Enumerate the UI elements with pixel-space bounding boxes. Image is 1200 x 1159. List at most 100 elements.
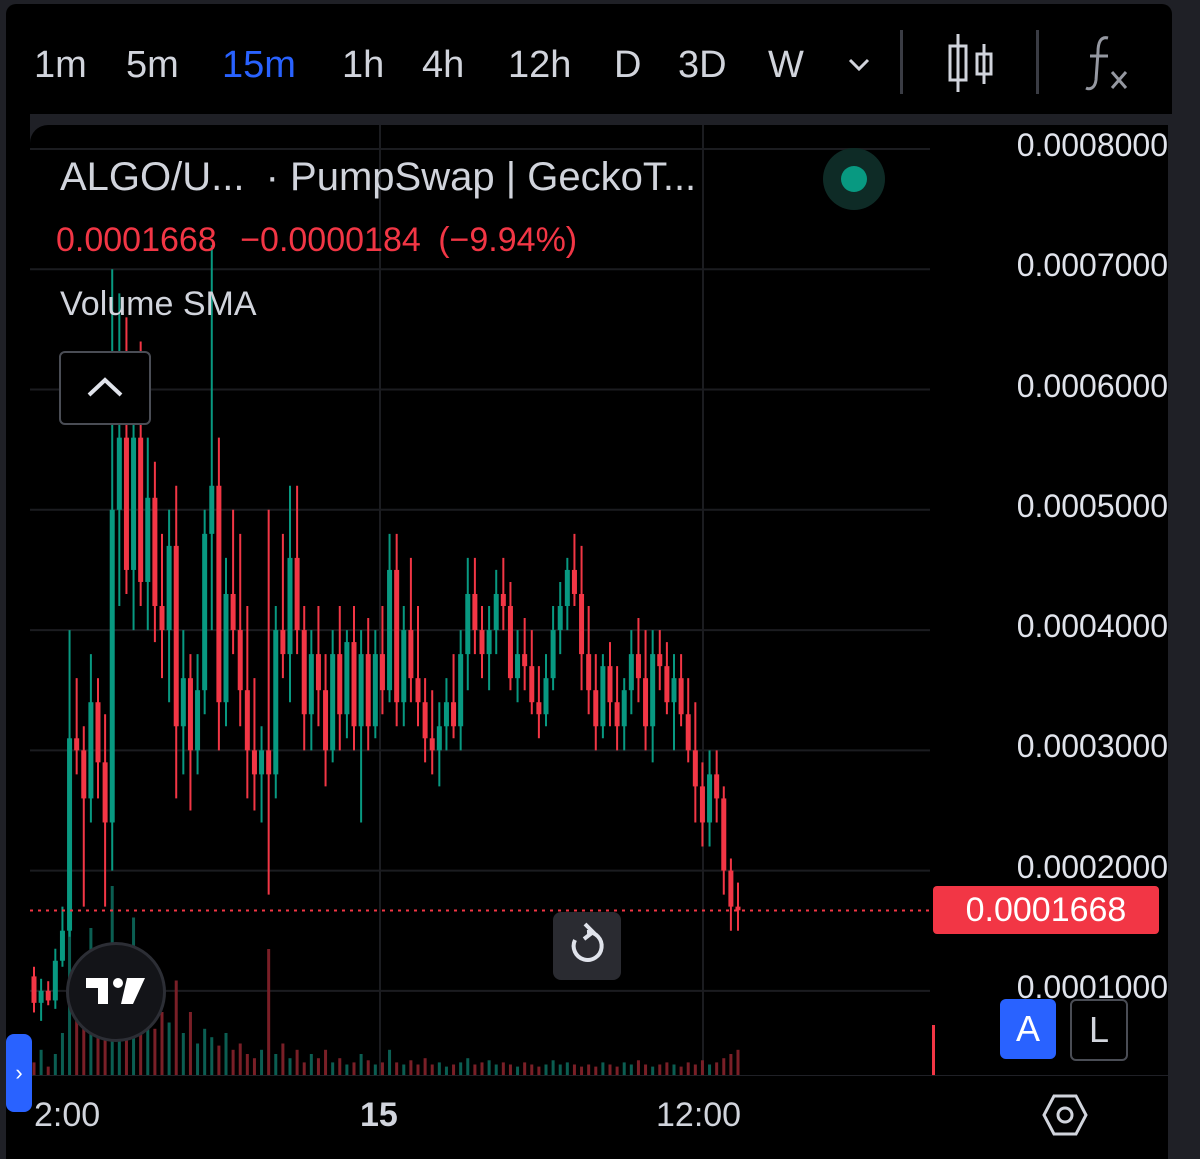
volume-bar xyxy=(729,1054,733,1075)
volume-bar xyxy=(295,1049,299,1075)
timeframe-15m[interactable]: 15m xyxy=(222,44,296,86)
chart-pane[interactable]: 0.0008000 0.0007000 0.0006000 0.0005000 0.00… xyxy=(30,125,1168,1075)
volume-bar xyxy=(516,1066,520,1075)
candle-body xyxy=(273,630,279,775)
left-edge xyxy=(6,114,30,1159)
reset-icon xyxy=(571,922,604,962)
volume-bar xyxy=(302,1062,306,1075)
timeframe-1m[interactable]: 1m xyxy=(34,44,87,86)
timeframe-1h[interactable]: 1h xyxy=(342,44,385,86)
volume-bar xyxy=(444,1066,448,1075)
timeframe-4h[interactable]: 4h xyxy=(422,44,465,86)
expand-sidebar-chevron-icon[interactable]: › xyxy=(6,1034,32,1112)
candle-body xyxy=(230,593,236,631)
volume-bar xyxy=(629,1064,633,1075)
timeframe-3D[interactable]: 3D xyxy=(678,44,727,86)
volume-bar xyxy=(551,1060,555,1075)
collapse-legend-button[interactable] xyxy=(59,351,151,425)
volume-bar xyxy=(722,1058,726,1075)
timeframe-D[interactable]: D xyxy=(614,44,642,86)
candle-body xyxy=(251,750,257,775)
volume-bar xyxy=(409,1060,413,1075)
volume-bar xyxy=(281,1043,285,1075)
volume-bar xyxy=(736,1049,740,1075)
candle-body xyxy=(38,990,44,1003)
price-chart[interactable] xyxy=(30,125,1168,1075)
volume-bar xyxy=(587,1064,591,1075)
volume-bar xyxy=(224,1033,228,1075)
timeframe-5m[interactable]: 5m xyxy=(126,44,179,86)
price-change-percent: (−9.94%) xyxy=(438,221,578,259)
more-timeframes-chevron-down-icon[interactable] xyxy=(842,48,876,82)
candle-body xyxy=(507,606,513,679)
candle-body xyxy=(543,678,549,715)
volume-bar xyxy=(167,1022,171,1075)
toolbar-separator xyxy=(900,30,903,94)
timeframe-12h[interactable]: 12h xyxy=(508,44,572,86)
symbol-name[interactable]: ALGO/U... xyxy=(60,155,245,199)
tradingview-logo-icon[interactable] xyxy=(66,942,166,1042)
candle-body xyxy=(443,702,449,727)
candle-body xyxy=(564,569,570,607)
volume-bar xyxy=(615,1066,619,1075)
time-axis[interactable]: 2:00 15 12:00 xyxy=(30,1076,1168,1159)
volume-bar xyxy=(700,1060,704,1075)
log-scale-button[interactable]: L xyxy=(1070,999,1128,1061)
auto-scale-button[interactable]: A xyxy=(1000,999,1056,1059)
price-quote: 0.0001668 −0.0000184 (−9.94%) xyxy=(56,221,577,260)
price-tick-label: 0.0001000 xyxy=(1016,968,1168,1005)
volume-bar xyxy=(53,1054,57,1075)
timeframe-W[interactable]: W xyxy=(768,44,804,86)
candle-body xyxy=(650,654,656,727)
candle-body xyxy=(237,630,243,691)
volume-bar xyxy=(274,1054,278,1075)
settings-gear-icon[interactable] xyxy=(1042,1092,1088,1138)
volume-bar xyxy=(380,1062,384,1075)
toolbar: 1m 5m 15m 1h 4h 12h D 3D W xyxy=(6,4,1172,114)
candle-body xyxy=(344,642,350,715)
market-status-icon[interactable] xyxy=(823,148,885,210)
volume-bar xyxy=(174,980,178,1075)
reset-chart-button[interactable] xyxy=(553,912,621,980)
volume-sma-legend[interactable]: Volume SMA xyxy=(60,285,257,323)
volume-bar xyxy=(501,1062,505,1075)
candle-body xyxy=(643,678,649,727)
candles-icon[interactable] xyxy=(944,32,998,94)
candle-body xyxy=(266,750,272,775)
candle-body xyxy=(465,593,471,655)
last-price-tag: 0.0001668 xyxy=(933,886,1159,935)
candle-body xyxy=(401,630,407,703)
volume-bar xyxy=(288,1058,292,1075)
volume-bar xyxy=(430,1064,434,1075)
candle-body xyxy=(216,485,222,703)
candle-body xyxy=(195,690,201,751)
price-tick-label: 0.0006000 xyxy=(1016,367,1168,404)
candle-body xyxy=(422,702,428,739)
volume-bar xyxy=(32,1062,36,1075)
volume-bar xyxy=(96,1012,100,1075)
candle-body xyxy=(699,786,705,823)
candle-body xyxy=(123,437,129,570)
price-tick-label: 0.0007000 xyxy=(1016,247,1168,284)
volume-bar xyxy=(46,1066,50,1075)
candle-body xyxy=(180,678,186,727)
fx-icon[interactable] xyxy=(1082,34,1132,92)
candle-body xyxy=(138,437,144,582)
volume-bar xyxy=(366,1060,370,1075)
volume-bar xyxy=(359,1054,363,1075)
candle-body xyxy=(187,678,193,751)
candle-body xyxy=(109,509,115,823)
toolbar-separator xyxy=(1036,30,1039,94)
candle-body xyxy=(621,690,627,727)
candle-body xyxy=(458,654,464,727)
candle-body xyxy=(529,666,535,703)
volume-bar xyxy=(146,991,150,1075)
candle-body xyxy=(536,702,542,715)
candle-body xyxy=(614,702,620,727)
candle-body xyxy=(223,593,229,703)
price-tick-label: 0.0008000 xyxy=(1016,127,1168,164)
candle-body xyxy=(664,666,670,703)
volume-bar xyxy=(395,1062,399,1075)
volume-bar xyxy=(309,1054,313,1075)
